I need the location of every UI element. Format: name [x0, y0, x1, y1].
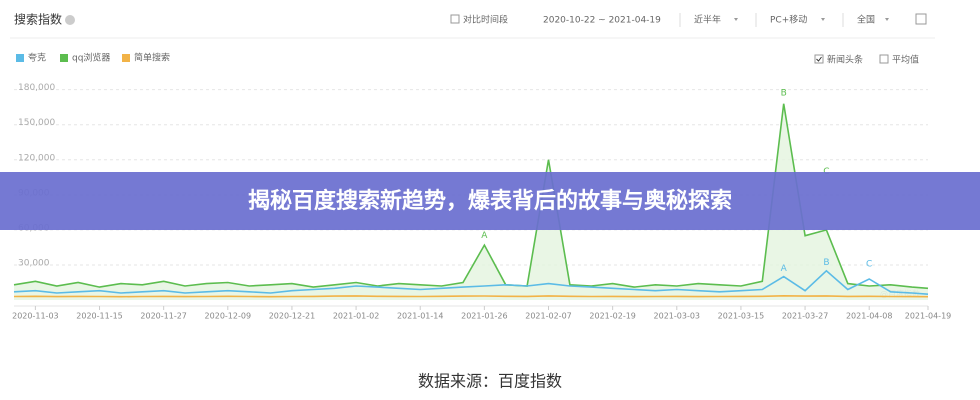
annotation: A — [481, 231, 488, 241]
device-select[interactable]: PC+移动 — [770, 14, 807, 26]
caption: 数据来源：百度指数 — [418, 372, 562, 391]
series-line — [13, 269, 929, 295]
date-range[interactable]: 2020-10-22 ~ 2021-04-19 — [543, 16, 661, 26]
legend-label: 简单搜索 — [134, 52, 170, 64]
x-tick-label: 2020-11-27 — [140, 312, 187, 321]
legend-swatch — [122, 54, 130, 62]
option-checkbox[interactable] — [814, 54, 824, 64]
annotation: B — [781, 89, 787, 99]
x-tick-label: 2021-02-07 — [525, 312, 572, 321]
x-tick-label: 2021-04-08 — [846, 312, 893, 321]
option-label: 平均值 — [892, 54, 919, 66]
checkbox[interactable] — [450, 14, 460, 24]
y-tick-label: 30,000 — [18, 258, 50, 268]
annotation: C — [866, 259, 872, 269]
region-select[interactable]: 全国 — [857, 14, 875, 26]
legend-swatch — [16, 54, 24, 62]
dropdown-arrow — [734, 18, 738, 21]
x-tick-label: 2021-03-27 — [782, 312, 829, 321]
x-tick-label: 2021-01-14 — [397, 312, 444, 321]
x-tick-label: 2020-11-03 — [12, 312, 59, 321]
series-line — [13, 294, 929, 298]
legend-label: 夸克 — [28, 52, 46, 64]
legend-swatch — [60, 54, 68, 62]
annotation: B — [823, 258, 829, 268]
dropdown-arrow — [821, 18, 825, 21]
annotation: C — [823, 167, 829, 177]
banner-title: 揭秘百度搜索新趋势，爆表背后的故事与奥秘探索 — [248, 188, 732, 214]
banner — [0, 172, 980, 230]
legend-label: qq浏览器 — [72, 52, 110, 64]
x-tick-label: 2021-04-19 — [905, 312, 952, 321]
x-tick-label: 2021-01-02 — [333, 312, 380, 321]
y-tick-label: 120,000 — [18, 153, 55, 163]
x-tick-label: 2020-11-15 — [76, 312, 123, 321]
dropdown-arrow — [885, 18, 889, 21]
period-select[interactable]: 近半年 — [694, 14, 721, 26]
help-icon[interactable] — [65, 15, 75, 25]
annotation: A — [781, 264, 788, 274]
option-checkbox[interactable] — [879, 54, 889, 64]
x-tick-label: 2021-01-26 — [461, 312, 508, 321]
x-tick-label: 2021-02-19 — [589, 312, 636, 321]
y-tick-label: 150,000 — [18, 118, 55, 128]
y-tick-label: 180,000 — [18, 83, 55, 93]
series-line — [13, 103, 929, 290]
x-tick-label: 2020-12-21 — [269, 312, 316, 321]
x-tick-label: 2021-03-03 — [654, 312, 701, 321]
x-tick-label: 2021-03-15 — [718, 312, 765, 321]
export-icon[interactable] — [915, 13, 927, 25]
compare-option[interactable]: 对比时间段 — [463, 14, 508, 26]
option-label: 新闻头条 — [827, 54, 863, 66]
x-tick-label: 2020-12-09 — [205, 312, 252, 321]
check-mark — [816, 56, 822, 62]
panel-title: 搜索指数 — [14, 12, 62, 27]
